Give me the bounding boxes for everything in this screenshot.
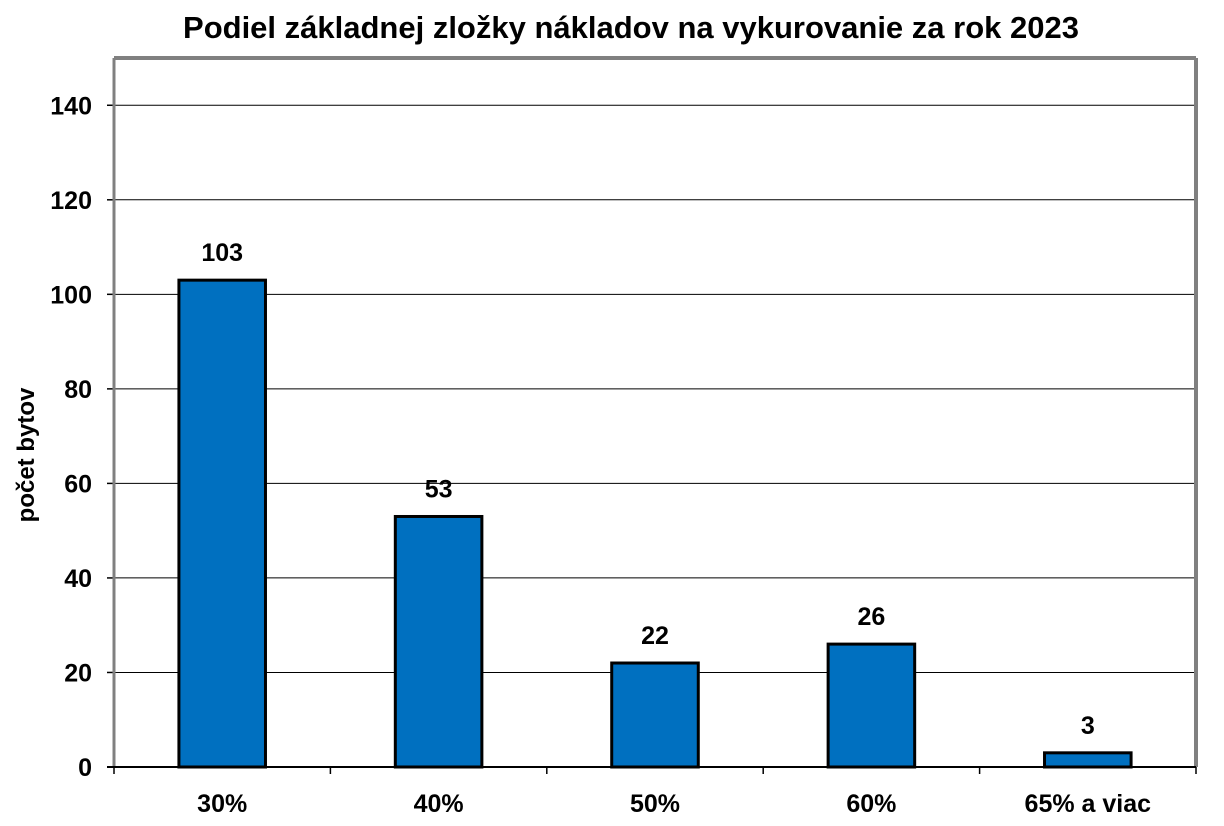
y-tick-label: 20 <box>64 659 92 687</box>
bar <box>177 278 267 769</box>
x-tick-label: 50% <box>630 790 680 818</box>
x-axis <box>107 58 1197 774</box>
data-label: 22 <box>641 622 669 650</box>
x-tick-label: 65% a viac <box>1025 790 1152 818</box>
data-label: 3 <box>1081 712 1095 740</box>
y-tick-label: 120 <box>50 187 92 215</box>
chart-title: Podiel základnej zložky nákladov na vyku… <box>183 10 1079 45</box>
bar <box>1043 751 1133 769</box>
data-label: 103 <box>201 239 243 267</box>
y-tick-label: 60 <box>64 470 92 498</box>
y-tick-label: 140 <box>50 92 92 120</box>
x-tick-label: 30% <box>197 790 247 818</box>
y-tick-label: 0 <box>78 754 92 782</box>
x-tick-label: 60% <box>846 790 896 818</box>
plot-area <box>114 56 1198 767</box>
y-tick-label: 100 <box>50 281 92 309</box>
x-tick-label: 40% <box>414 790 464 818</box>
y-tick-label: 80 <box>64 376 92 404</box>
bar <box>826 642 917 769</box>
labels: 0 20 40 60 80 100 120 140 103 30% 53 40% 22 50% 26 60% 3… <box>50 92 1151 818</box>
gridlines <box>114 104 1194 673</box>
data-label: 26 <box>857 603 885 631</box>
bar <box>393 514 484 769</box>
y-tick-label: 40 <box>64 565 92 593</box>
y-axis-title: počet bytov <box>13 387 40 522</box>
bars <box>177 278 1133 769</box>
data-label: 53 <box>425 475 453 503</box>
bar <box>610 661 700 769</box>
